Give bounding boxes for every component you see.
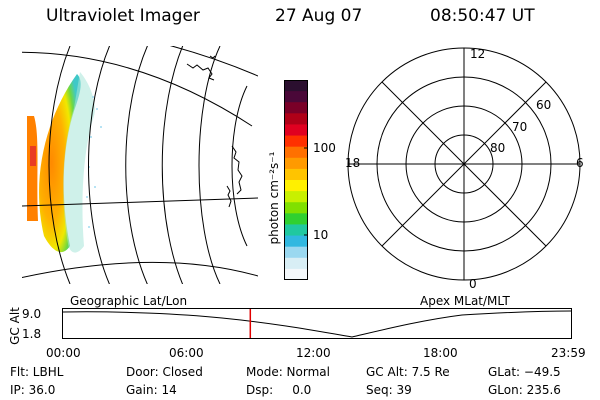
colorbar-tick-10: 10 <box>313 228 329 242</box>
polar-label-12: 12 <box>470 47 486 61</box>
colorbar-stripe <box>284 146 308 159</box>
colorbar-stripe <box>284 113 308 125</box>
polar-label-60: 60 <box>536 98 552 112</box>
colorbar-stripe <box>284 80 308 92</box>
aurora-oval <box>39 74 81 253</box>
timeline-tick-1: 06:00 <box>169 346 204 360</box>
polar-plot <box>347 47 581 281</box>
colorbar-stripe <box>284 246 308 259</box>
colorbar-stripe <box>284 102 308 114</box>
colorbar-stripe <box>284 202 308 214</box>
geographic-map <box>22 46 258 284</box>
polar-label-80: 80 <box>490 141 506 155</box>
colorbar-stripe <box>284 224 308 237</box>
info-glat: GLat: −49.5 <box>488 365 561 379</box>
info-ip: IP: 36.0 <box>10 383 56 397</box>
colorbar-stripe <box>284 213 308 225</box>
colorbar-stripe <box>284 168 308 181</box>
polar-label-18: 18 <box>345 156 361 170</box>
timeline-ytick-bottom: 1.8 <box>22 327 42 341</box>
info-glon: GLon: 235.6 <box>488 383 561 397</box>
timeline-y-title: GC Alt <box>8 307 22 345</box>
header-date: 27 Aug 07 <box>275 6 363 26</box>
info-dsp: Dsp: 0.0 <box>246 383 312 397</box>
colorbar-stripe <box>284 91 308 103</box>
timeline-tick-3: 18:00 <box>423 346 458 360</box>
info-gain: Gain: 14 <box>126 383 177 397</box>
colorbar-stripe <box>284 135 308 148</box>
altitude-curve <box>62 310 572 338</box>
info-flt: Flt: LBHL <box>10 365 64 379</box>
timeline-tick-4: 23:59 <box>551 346 586 360</box>
info-seq: Seq: 39 <box>366 383 412 397</box>
timeline-right-label: Apex MLat/MLT <box>420 294 510 308</box>
colorbar <box>284 80 308 280</box>
timeline-left-label: Geographic Lat/Lon <box>70 294 188 308</box>
colorbar-stripe <box>284 124 308 137</box>
altitude-timeline <box>62 308 572 339</box>
colorbar-stripe <box>284 157 308 170</box>
timeline-ytick-top: 9.0 <box>22 307 42 321</box>
colorbar-stripe <box>284 257 308 270</box>
colorbar-unit-label: photon cm⁻²s⁻¹ <box>267 151 281 245</box>
app-title: Ultraviolet Imager <box>46 6 200 26</box>
colorbar-tick-100: 100 <box>313 141 336 155</box>
polar-label-0: 0 <box>469 277 477 291</box>
colorbar-stripe <box>284 191 308 203</box>
info-door: Door: Closed <box>126 365 203 379</box>
header-time: 08:50:47 UT <box>430 6 535 26</box>
colorbar-stripe <box>284 180 308 192</box>
polar-label-6: 6 <box>576 156 584 170</box>
colorbar-stripe <box>284 268 308 280</box>
colorbar-stripe <box>284 235 308 248</box>
info-mode: Mode: Normal <box>246 365 330 379</box>
polar-label-70: 70 <box>512 120 528 134</box>
timeline-tick-0: 00:00 <box>46 346 81 360</box>
info-gcalt: GC Alt: 7.5 Re <box>366 365 450 379</box>
timeline-tick-2: 12:00 <box>296 346 331 360</box>
